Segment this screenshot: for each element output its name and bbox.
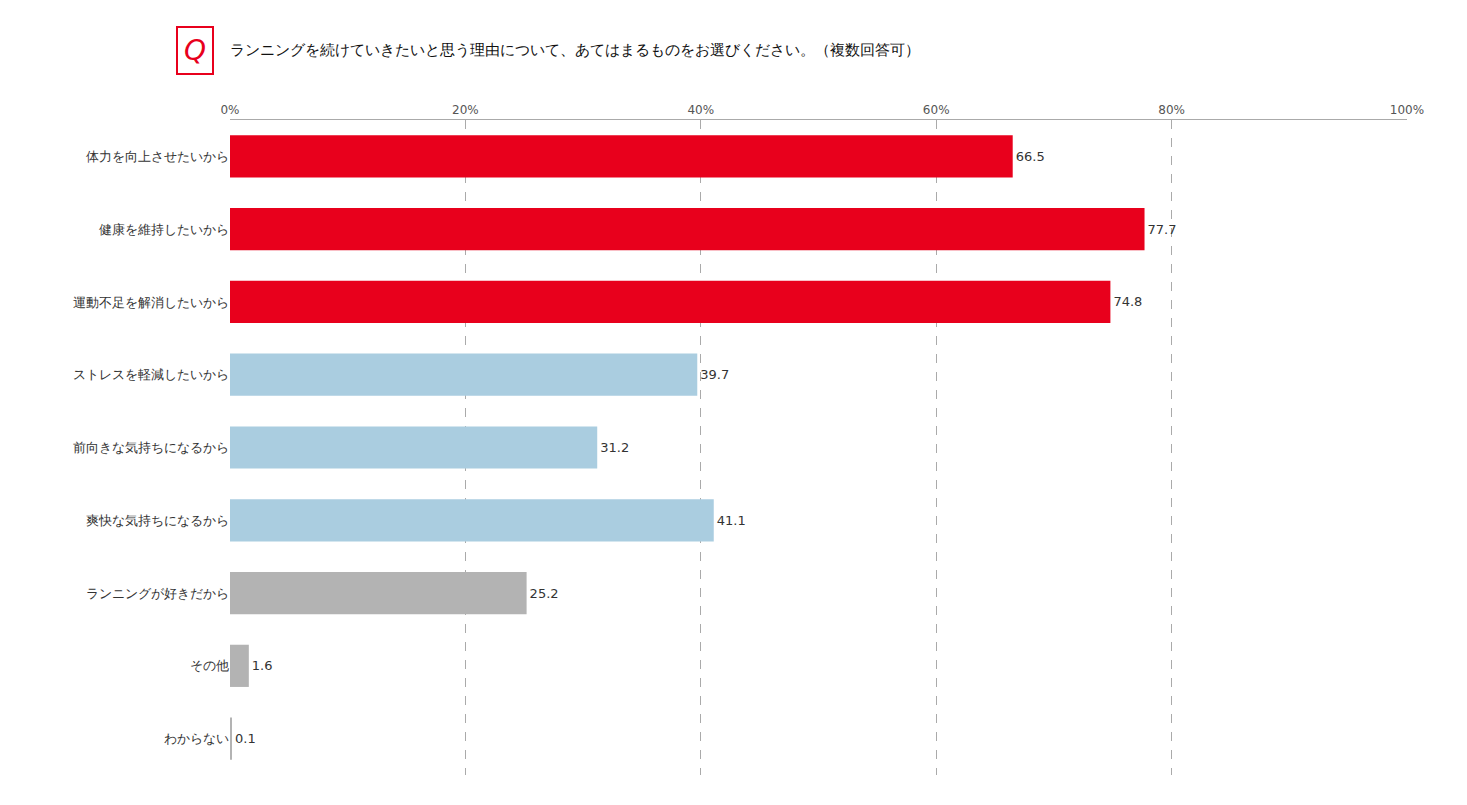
svg-text:運動不足を解消したいから: 運動不足を解消したいから [73,294,229,309]
svg-text:20%: 20% [452,103,479,117]
svg-text:41.1: 41.1 [717,513,746,528]
svg-text:1.6: 1.6 [252,658,273,673]
svg-text:0.1: 0.1 [235,731,256,746]
svg-text:Q: Q [184,34,206,67]
svg-text:74.8: 74.8 [1113,294,1142,309]
svg-text:健康を維持したいから: 健康を維持したいから [99,222,229,237]
svg-text:ランニングが好きだから: ランニングが好きだから [86,586,229,601]
svg-text:爽快な気持ちになるから: 爽快な気持ちになるから [86,513,229,528]
svg-text:39.7: 39.7 [700,367,729,382]
svg-text:ストレスを軽減したいから: ストレスを軽減したいから [73,367,229,382]
svg-text:体力を向上させたいから: 体力を向上させたいから [86,149,229,164]
svg-text:77.7: 77.7 [1148,222,1177,237]
svg-text:その他: その他 [190,658,229,673]
svg-text:25.2: 25.2 [530,586,559,601]
svg-text:わからない: わからない [164,731,229,746]
svg-text:0%: 0% [220,103,239,117]
svg-text:前向きな気持ちになるから: 前向きな気持ちになるから [73,440,229,455]
svg-text:66.5: 66.5 [1016,149,1045,164]
svg-text:100%: 100% [1390,103,1424,117]
svg-text:60%: 60% [923,103,950,117]
svg-text:80%: 80% [1158,103,1185,117]
svg-text:40%: 40% [687,103,714,117]
svg-text:ランニングを続けていきたいと思う理由について、あてはまるもの: ランニングを続けていきたいと思う理由について、あてはまるものをお選びください。（… [230,41,920,59]
svg-text:31.2: 31.2 [600,440,629,455]
